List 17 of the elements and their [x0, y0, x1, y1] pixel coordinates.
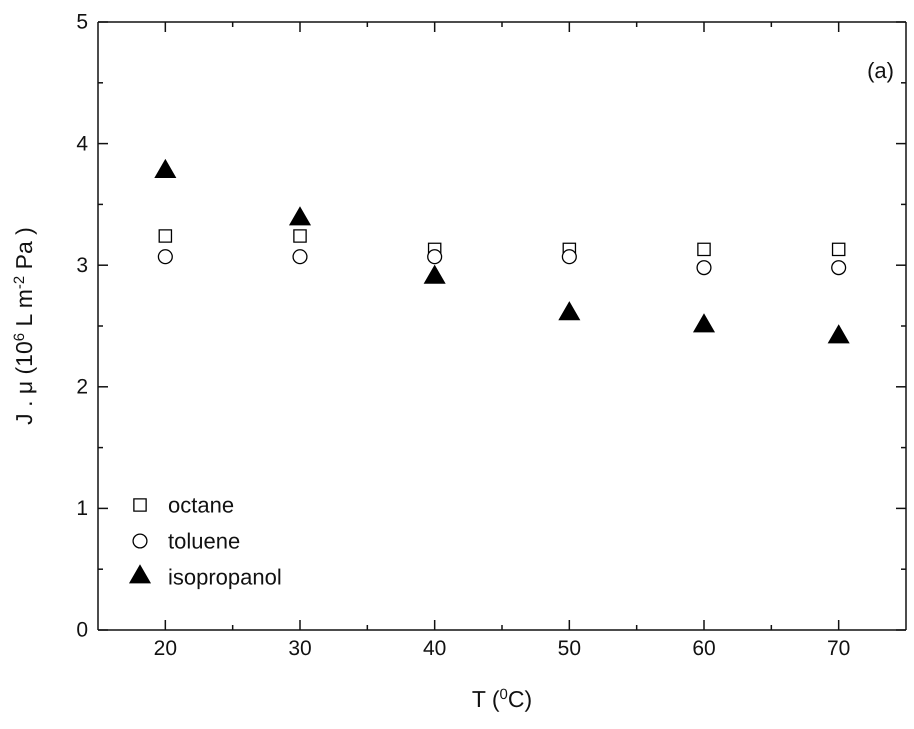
- annotation: (a): [867, 58, 894, 83]
- legend-label: isopropanol: [168, 564, 282, 590]
- y-tick-label: 0: [76, 618, 88, 642]
- x-tick-label: 20: [154, 636, 178, 660]
- y-tick-label: 2: [76, 376, 88, 399]
- x-tick-label: 50: [558, 636, 582, 660]
- y-tick-label: 3: [76, 254, 88, 277]
- legend-label: toluene: [168, 528, 240, 554]
- x-tick-label: 70: [826, 636, 850, 660]
- x-tick-label: 60: [692, 636, 716, 660]
- x-tick-label: 30: [288, 636, 312, 660]
- y-tick-label: 1: [76, 497, 88, 520]
- x-tick-label: 40: [422, 636, 446, 660]
- y-tick-label: 5: [76, 10, 88, 34]
- legend-label: octane: [168, 492, 234, 518]
- x-axis-title: T ($^{0}$C): [472, 686, 532, 712]
- y-tick-label: 4: [76, 132, 88, 156]
